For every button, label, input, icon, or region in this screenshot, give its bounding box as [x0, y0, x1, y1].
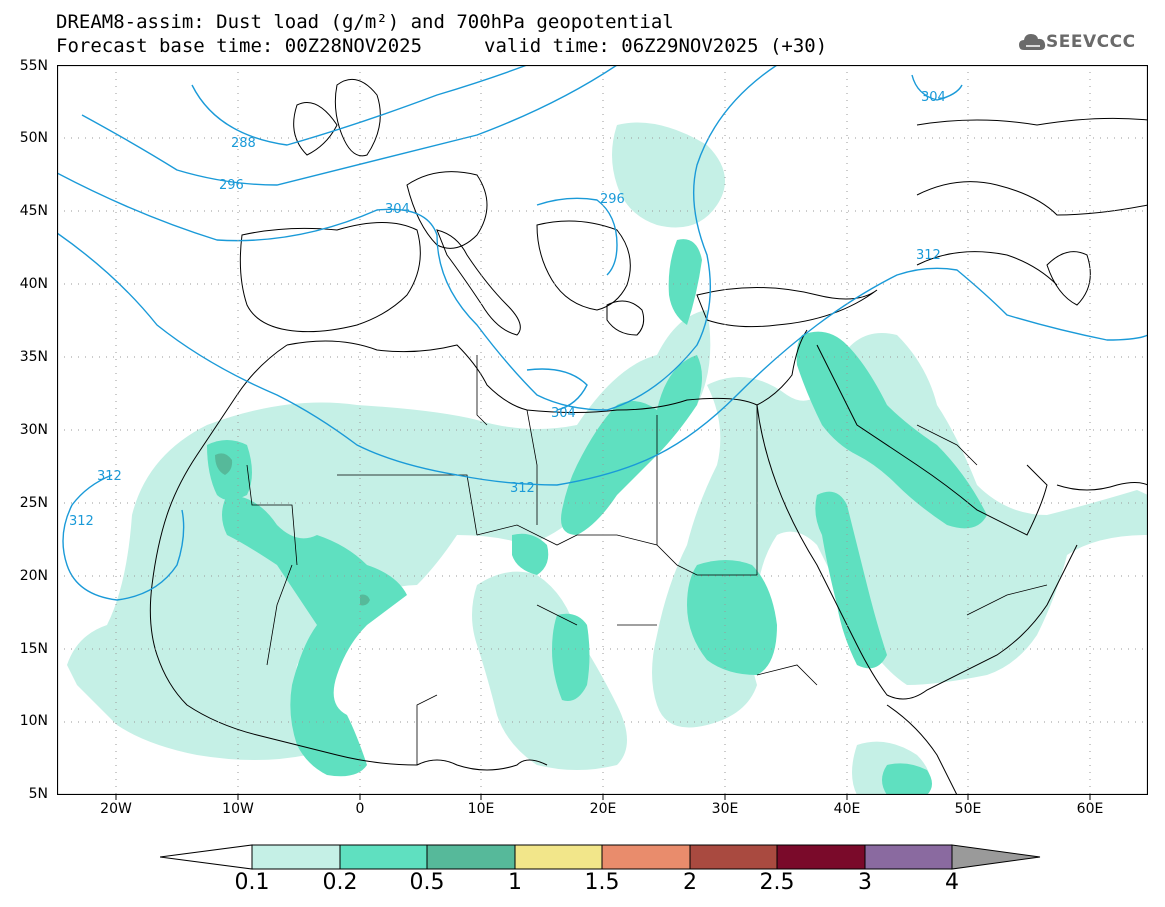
forecast-base-time: Forecast base time: 00Z28NOV2025 — [56, 35, 423, 57]
lon-label: 20W — [100, 801, 132, 817]
dust-layer-mid — [207, 239, 987, 795]
contour-label: 304 — [551, 406, 576, 421]
lon-label: 10E — [467, 801, 495, 817]
lat-label: 30N — [19, 422, 48, 438]
geopotential-contours — [57, 65, 1148, 601]
colorbar-label: 0.1 — [234, 870, 270, 895]
colorbar-swatch — [689, 844, 778, 870]
contour-label: 312 — [97, 469, 122, 484]
logo-text: SEEVCCC — [1046, 32, 1136, 52]
colorbar-label: 0.5 — [409, 870, 445, 895]
contour-label: 304 — [385, 202, 410, 217]
lat-label: 50N — [19, 130, 48, 146]
colorbar-label: 1 — [508, 870, 522, 895]
lat-label: 40N — [19, 276, 48, 292]
cloud-icon — [1019, 34, 1046, 50]
lon-label: 30E — [711, 801, 739, 817]
lat-label: 10N — [19, 713, 48, 729]
colorbar-swatch — [426, 844, 516, 870]
contour-labels: 288 296 304 296 312 304 304 312 312 312 — [69, 90, 946, 529]
colorbar-label: 2 — [683, 870, 697, 895]
lat-label: 55N — [19, 58, 48, 74]
colorbar-swatch — [776, 844, 866, 870]
dust-map: 288 296 304 296 312 304 304 312 312 312 — [57, 65, 1148, 795]
contour-label: 304 — [921, 90, 946, 105]
colorbar-swatch — [951, 844, 1041, 870]
map-title: DREAM8-assim: Dust load (g/m²) and 700hP… — [56, 11, 674, 33]
lon-label: 50E — [954, 801, 982, 817]
contour-label: 312 — [69, 514, 94, 529]
coastlines — [149, 78, 1148, 795]
colorbar-label: 3 — [858, 870, 872, 895]
lat-label: 35N — [19, 349, 48, 365]
colorbar-label: 2.5 — [759, 870, 795, 895]
colorbar-label: 1.5 — [584, 870, 620, 895]
colorbar-swatch — [251, 844, 341, 870]
lon-label: 20E — [589, 801, 617, 817]
valid-time: valid time: 06Z29NOV2025 (+30) — [484, 35, 828, 57]
colorbar-label: 4 — [945, 870, 959, 895]
lat-label: 20N — [19, 568, 48, 584]
colorbar-swatch — [339, 844, 428, 870]
contour-label: 296 — [219, 178, 244, 193]
lon-label: 0 — [355, 801, 365, 817]
lat-label: 45N — [19, 203, 48, 219]
contour-label: 288 — [231, 136, 256, 151]
lat-label: 15N — [19, 641, 48, 657]
colorbar-swatch — [514, 844, 603, 870]
lon-label: 40E — [833, 801, 861, 817]
dust-layer-light — [67, 122, 1148, 795]
lon-label: 10W — [222, 801, 254, 817]
graticule — [57, 65, 1148, 795]
borders — [246, 355, 1048, 765]
contour-label: 312 — [916, 248, 941, 263]
colorbar-label: 0.2 — [322, 870, 358, 895]
dust-layer-dark — [215, 453, 370, 606]
lat-label: 5N — [28, 786, 48, 802]
lat-label: 25N — [19, 495, 48, 511]
contour-label: 296 — [600, 192, 625, 207]
lon-label: 60E — [1076, 801, 1104, 817]
contour-label: 312 — [510, 481, 535, 496]
colorbar-swatch — [864, 844, 953, 870]
colorbar — [160, 844, 1041, 870]
colorbar-swatch — [601, 844, 691, 870]
